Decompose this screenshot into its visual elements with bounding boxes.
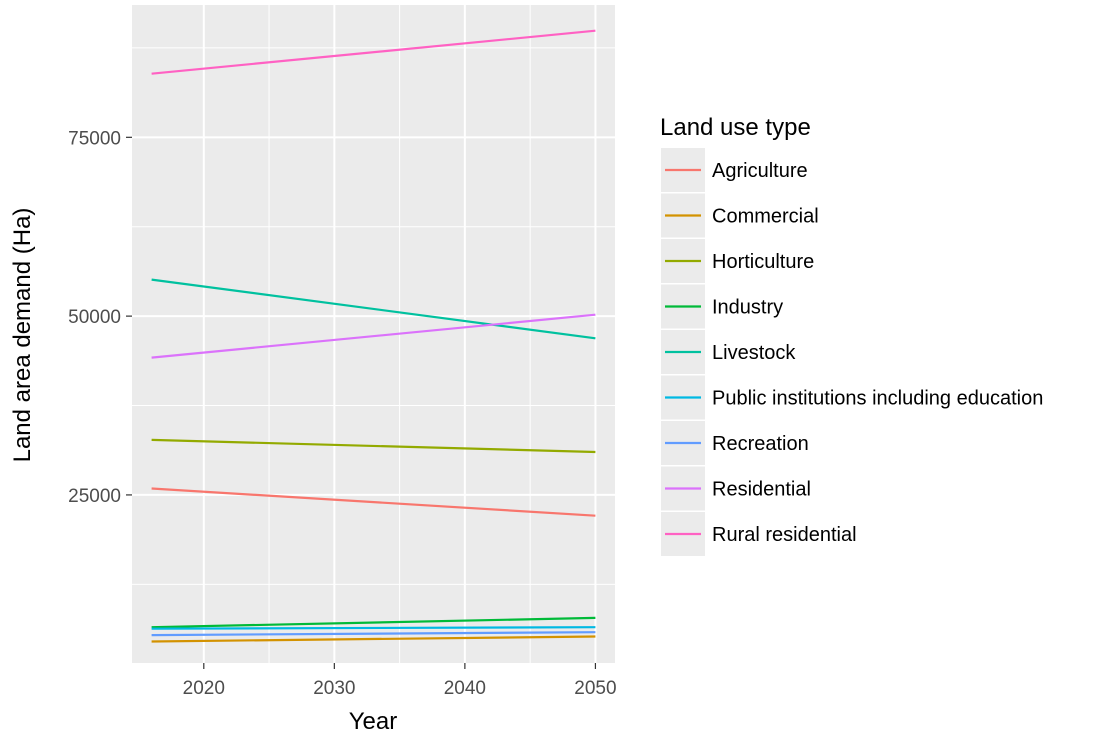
legend-label: Agriculture: [712, 160, 808, 182]
series-line-public-institutions-including-education: [151, 626, 596, 630]
series-line-agriculture: [151, 487, 596, 517]
legend-label: Recreation: [712, 433, 809, 455]
series-line-recreation: [151, 631, 596, 637]
axes: 2020 2030 2040 2050 25000 50000 75000: [68, 128, 616, 699]
legend-label: Industry: [712, 297, 783, 319]
series-lines: [151, 29, 596, 643]
y-tick-label: 25000: [68, 486, 121, 507]
series-line-industry: [151, 616, 596, 629]
legend-label: Residential: [712, 479, 811, 501]
legend-title: Land use type: [660, 114, 811, 141]
x-tick-label: 2020: [183, 678, 225, 699]
legend-label: Horticulture: [712, 251, 814, 273]
panel-background: [132, 5, 615, 663]
series-line-commercial: [151, 635, 596, 643]
x-axis-title: Year: [349, 708, 398, 735]
series-line-horticulture: [151, 438, 596, 454]
x-tick-label: 2030: [313, 678, 355, 699]
legend-label: Rural residential: [712, 524, 857, 546]
legend-label: Public institutions including education: [712, 388, 1043, 410]
y-tick-label: 50000: [68, 307, 121, 328]
legend: Land use type Agriculture Commercial Horti…: [660, 114, 1043, 556]
series-line-rural-residential: [151, 29, 596, 75]
series-line-livestock: [151, 278, 596, 340]
legend-label: Commercial: [712, 206, 819, 228]
series-line-residential: [151, 313, 596, 359]
x-tick-label: 2040: [444, 678, 486, 699]
legend-label: Livestock: [712, 342, 796, 364]
y-tick-label: 75000: [68, 128, 121, 149]
x-tick-label: 2050: [574, 678, 616, 699]
y-axis-title: Land area demand (Ha): [9, 208, 36, 463]
gridlines: [132, 5, 615, 663]
